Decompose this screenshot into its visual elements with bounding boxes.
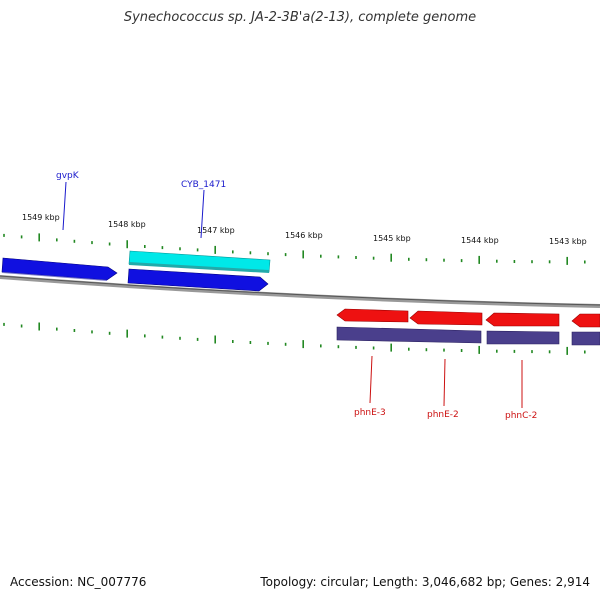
- forward-cds-cyb1471-lower: [129, 262, 269, 273]
- reverse-cds-phnE[interactable]: [336, 326, 482, 344]
- tick-label-1543: 1543 kbp: [549, 237, 587, 246]
- tick-label-1549: 1549 kbp: [22, 213, 60, 222]
- forward-gene-cyb1471[interactable]: [127, 268, 269, 292]
- tick-label-1545: 1545 kbp: [373, 234, 411, 243]
- gene-label-phnE-2[interactable]: phnE-2: [427, 410, 459, 420]
- gene-label-gvpK[interactable]: gvpK: [56, 171, 80, 181]
- forward-gene-gvpK-shadow: [2, 272, 107, 281]
- upper-tick-row: [3, 233, 586, 265]
- leader-cyb1471: [200, 189, 205, 239]
- gene-label-phnC-2[interactable]: phnC-2: [505, 411, 537, 421]
- gene-label-cyb1471[interactable]: CYB_1471: [181, 180, 226, 190]
- lower-tick-row: [3, 322, 586, 355]
- reverse-gene-phnC-2[interactable]: [485, 312, 560, 327]
- tick-label-1546: 1546 kbp: [285, 231, 323, 240]
- leader-phnE-3: [369, 355, 373, 404]
- reverse-cds-partial[interactable]: [571, 331, 600, 346]
- leader-phnE-2: [443, 358, 446, 407]
- genome-backbone-highlight: [0, 275, 600, 306]
- gene-label-phnE-3[interactable]: phnE-3: [354, 408, 386, 418]
- reverse-gene-phnE-3[interactable]: [336, 308, 409, 323]
- tick-label-1544: 1544 kbp: [461, 236, 499, 245]
- accession-text: Accession: NC_007776: [10, 575, 147, 589]
- forward-gene-gvpK[interactable]: [1, 257, 118, 281]
- tick-label-1548: 1548 kbp: [108, 220, 146, 229]
- reverse-cds-phnC[interactable]: [486, 330, 560, 345]
- reverse-gene-partial[interactable]: [571, 313, 600, 328]
- map-title: Synechococcus sp. JA-2-3B'a(2-13), compl…: [123, 10, 477, 25]
- tick-label-1547: 1547 kbp: [197, 226, 235, 235]
- reverse-gene-phnE-2[interactable]: [409, 310, 483, 326]
- genome-backbone: [0, 275, 600, 308]
- leader-gvpK: [62, 181, 67, 231]
- genome-summary-text: Topology: circular; Length: 3,046,682 bp…: [260, 575, 590, 589]
